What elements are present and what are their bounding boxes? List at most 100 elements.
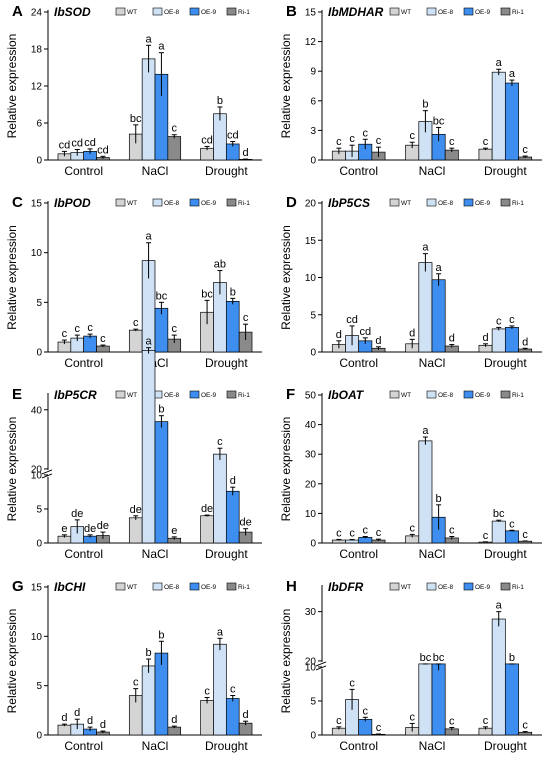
bar bbox=[154, 652, 169, 736]
x-category-label: Control bbox=[339, 356, 378, 370]
y-tick-label: 0 bbox=[310, 348, 316, 359]
bar bbox=[418, 440, 433, 544]
chart-panel-c: 0 5 10 15 Relative expression C IbPOD WT OE-8 OE-… bbox=[5, 194, 262, 370]
significance-letter: b bbox=[509, 652, 515, 664]
x-category-label: Control bbox=[64, 547, 103, 561]
legend-label: OE-9 bbox=[201, 392, 217, 399]
legend-label: Ri-1 bbox=[238, 584, 250, 591]
legend-label: OE-9 bbox=[201, 584, 217, 591]
legend-swatch bbox=[226, 198, 237, 207]
significance-letter: a bbox=[509, 68, 516, 80]
panel-letter: D bbox=[286, 194, 297, 211]
significance-letter: de bbox=[97, 520, 109, 532]
bar bbox=[491, 618, 506, 736]
significance-letter: c bbox=[172, 323, 178, 335]
significance-letter: c bbox=[376, 527, 382, 539]
significance-letter: cd bbox=[84, 137, 96, 149]
significance-letter: d bbox=[74, 707, 80, 719]
significance-letter: bc bbox=[433, 115, 445, 127]
significance-letter: d bbox=[243, 709, 249, 721]
legend-label: OE-9 bbox=[475, 200, 491, 207]
bar bbox=[213, 643, 227, 736]
chart-title: IbMDHAR bbox=[328, 5, 384, 19]
chart-title: IbPOD bbox=[54, 196, 91, 210]
x-category-label: NaCl bbox=[419, 547, 446, 561]
significance-letter: c bbox=[483, 530, 489, 542]
bar bbox=[200, 515, 214, 544]
legend-swatch bbox=[500, 7, 511, 16]
y-axis-label: Relative expression bbox=[5, 225, 19, 330]
significance-letter: c bbox=[483, 715, 489, 727]
legend-swatch bbox=[463, 7, 474, 16]
legend-swatch bbox=[500, 198, 511, 207]
significance-letter: c bbox=[449, 524, 455, 536]
legend-label: WT bbox=[401, 9, 411, 16]
significance-letter: d bbox=[230, 475, 236, 487]
panel-letter: C bbox=[12, 194, 23, 211]
significance-letter: a bbox=[146, 231, 153, 243]
chart-panel-b: 0 3 6 9 12 15 Relative expression B IbMDHAR WT OE-… bbox=[279, 3, 542, 178]
y-tick-label: 0 bbox=[36, 539, 42, 550]
bar bbox=[57, 724, 72, 736]
y-axis-label: Relative expression bbox=[5, 34, 19, 139]
bar bbox=[418, 262, 433, 353]
significance-letter: d bbox=[482, 332, 488, 344]
significance-letter: c bbox=[349, 677, 355, 689]
significance-letter: cd bbox=[201, 134, 213, 146]
bar bbox=[213, 113, 227, 161]
legend-label: OE-9 bbox=[201, 200, 217, 207]
bar bbox=[225, 698, 240, 736]
significance-letter: a bbox=[146, 33, 153, 45]
legend-label: OE-8 bbox=[438, 584, 454, 591]
y-tick-label: 18 bbox=[31, 45, 43, 56]
legend-swatch bbox=[226, 582, 237, 591]
legend-label: Ri-1 bbox=[238, 392, 250, 399]
significance-letter: b bbox=[146, 647, 152, 659]
significance-letter: c bbox=[449, 716, 455, 728]
y-tick-label: 5 bbox=[36, 504, 42, 515]
bar bbox=[154, 307, 169, 353]
significance-letter: c bbox=[62, 328, 68, 340]
significance-letter: c bbox=[336, 715, 342, 727]
significance-letter: bc bbox=[201, 288, 213, 300]
y-tick-label: 0 bbox=[310, 731, 316, 742]
bar bbox=[141, 58, 156, 161]
y-tick-label: 15 bbox=[31, 199, 43, 210]
y-tick-label: 40 bbox=[305, 420, 317, 431]
significance-letter: c bbox=[336, 527, 342, 539]
significance-letter: d bbox=[171, 714, 177, 726]
significance-letter: c bbox=[409, 130, 415, 142]
legend-label: OE-8 bbox=[164, 584, 180, 591]
y-tick-label: 5 bbox=[310, 696, 316, 707]
y-axis-label: Relative expression bbox=[279, 225, 293, 330]
bar bbox=[83, 335, 97, 353]
significance-letter: de bbox=[84, 523, 96, 535]
y-axis-label: Relative expression bbox=[5, 417, 19, 522]
significance-letter: c bbox=[522, 720, 528, 732]
significance-letter: a bbox=[436, 262, 443, 274]
legend-swatch bbox=[189, 582, 200, 591]
bar bbox=[128, 329, 143, 353]
legend-label: Ri-1 bbox=[512, 9, 524, 16]
significance-letter: b bbox=[230, 286, 236, 298]
bar bbox=[141, 665, 156, 736]
significance-letter: e bbox=[61, 523, 67, 535]
x-category-label: Drought bbox=[484, 164, 527, 178]
x-category-label: NaCl bbox=[419, 739, 446, 753]
chart-panel-g: 0 5 10 15 Relative expression G IbCHI WT OE-8 OE-… bbox=[5, 578, 262, 753]
significance-letter: c bbox=[522, 529, 528, 541]
y-axis-label: Relative expression bbox=[279, 417, 293, 522]
significance-letter: e bbox=[171, 525, 177, 537]
x-category-label: Drought bbox=[205, 547, 248, 561]
legend-label: OE-8 bbox=[438, 392, 454, 399]
legend-label: WT bbox=[127, 584, 137, 591]
y-tick-label: 3 bbox=[310, 126, 316, 137]
y-tick-label: 20 bbox=[305, 656, 317, 667]
y-tick-label: 10 bbox=[305, 509, 317, 520]
legend-swatch bbox=[426, 390, 437, 399]
significance-letter: c bbox=[483, 136, 489, 148]
legend-label: Ri-1 bbox=[512, 200, 524, 207]
x-category-label: Drought bbox=[484, 356, 527, 370]
significance-letter: c bbox=[100, 333, 106, 345]
